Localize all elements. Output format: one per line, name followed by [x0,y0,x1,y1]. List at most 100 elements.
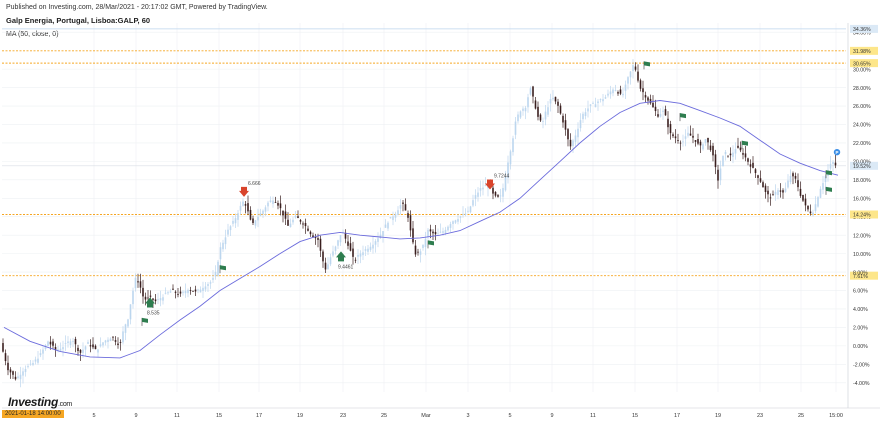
candle-body [749,164,752,167]
flag-icon [826,170,832,176]
candle-body [87,341,89,344]
candle-body [237,213,239,220]
candle-body [614,90,617,91]
candle-body [284,211,287,219]
candle-body [619,89,622,94]
candle-body [129,304,132,320]
candle-body [19,374,22,380]
candle-body [484,185,487,187]
candle-body [544,111,547,120]
candle-body [157,299,159,301]
candle-body [634,66,637,70]
cursor-date-label: 2021-01-18 14:00:00 [2,410,64,418]
candle-body [594,104,597,108]
x-tick-label: 11 [590,413,596,419]
y-label-bg [850,59,878,68]
candle-body [149,295,152,297]
candle-body [639,80,642,89]
candle-body [642,88,644,93]
candle-body [512,138,514,153]
candle-body [382,231,384,237]
candle-body [267,202,269,207]
candle-body [294,215,297,218]
candle-body [199,289,202,293]
candle-body [84,346,87,350]
flag-icon [220,265,226,271]
x-tick-label: 25 [798,413,804,419]
candle-body [312,235,314,238]
candle-body [377,238,379,242]
candle-body [409,215,412,231]
candle-body [164,292,167,294]
candle-body [534,100,537,109]
candle-body [414,245,417,255]
candle-body [67,341,69,344]
y-tick-label: 4.00% [853,307,868,313]
pin-icon [833,148,841,156]
candle-body [519,111,522,118]
candle-body [387,222,389,229]
candle-body [654,106,657,112]
candle-body [124,324,127,333]
candle-body [727,155,729,157]
candle-body [602,99,604,102]
candle-body [354,259,357,261]
candle-body [789,175,792,183]
candle-body [269,200,272,202]
candle-body [407,213,409,218]
candle-body [627,77,629,84]
candle-body [479,188,482,191]
candle-body [367,248,369,252]
x-tick-label: 3 [466,413,469,419]
candle-body [737,145,739,148]
investing-logo[interactable]: Investing.com [8,395,72,409]
candle-body [412,228,414,243]
candle-body [709,145,712,151]
candle-body [44,345,47,350]
candle-body [404,204,407,211]
candle-body [224,237,227,245]
candle-body [572,140,574,146]
candle-body [242,201,244,206]
candle-body [249,209,252,220]
candle-body [97,349,99,353]
candle-body [604,97,607,99]
x-tick-label: 23 [340,413,346,419]
candle-body [549,98,552,104]
candle-body [189,290,192,291]
candle-body [464,213,467,215]
candle-body [394,213,397,218]
candle-body [514,121,517,135]
candle-body [684,136,687,139]
candle-body [667,118,669,128]
candle-body [762,182,764,188]
flag-icon [742,140,748,146]
candle-body [447,226,449,231]
candle-body [824,176,827,183]
y-tick-label: 30.65% [853,61,871,67]
flag-icon [428,240,434,246]
candle-body [757,175,759,178]
candle-body [607,93,609,96]
candle-body [507,162,509,178]
candle-body [417,251,419,253]
candle-body [797,180,799,188]
candle-body [2,343,4,352]
candle-body [564,120,567,130]
candle-body [167,292,169,294]
candle-body [769,197,772,199]
candle-body [324,262,327,270]
candle-body [92,344,94,348]
x-tick-label: 19 [297,413,303,419]
candle-body [674,136,677,139]
candle-body [579,120,582,129]
candle-body [817,197,819,207]
candle-body [807,205,809,210]
candle-body [747,158,749,162]
y-axis: -4.00% -2.00% 0.00% 2.00% 4.00% 6.00% 7.61%8.0… [850,24,878,387]
candle-body [399,205,402,209]
candle-body [422,244,424,248]
candle-body [744,153,747,158]
candle-body [562,115,564,123]
